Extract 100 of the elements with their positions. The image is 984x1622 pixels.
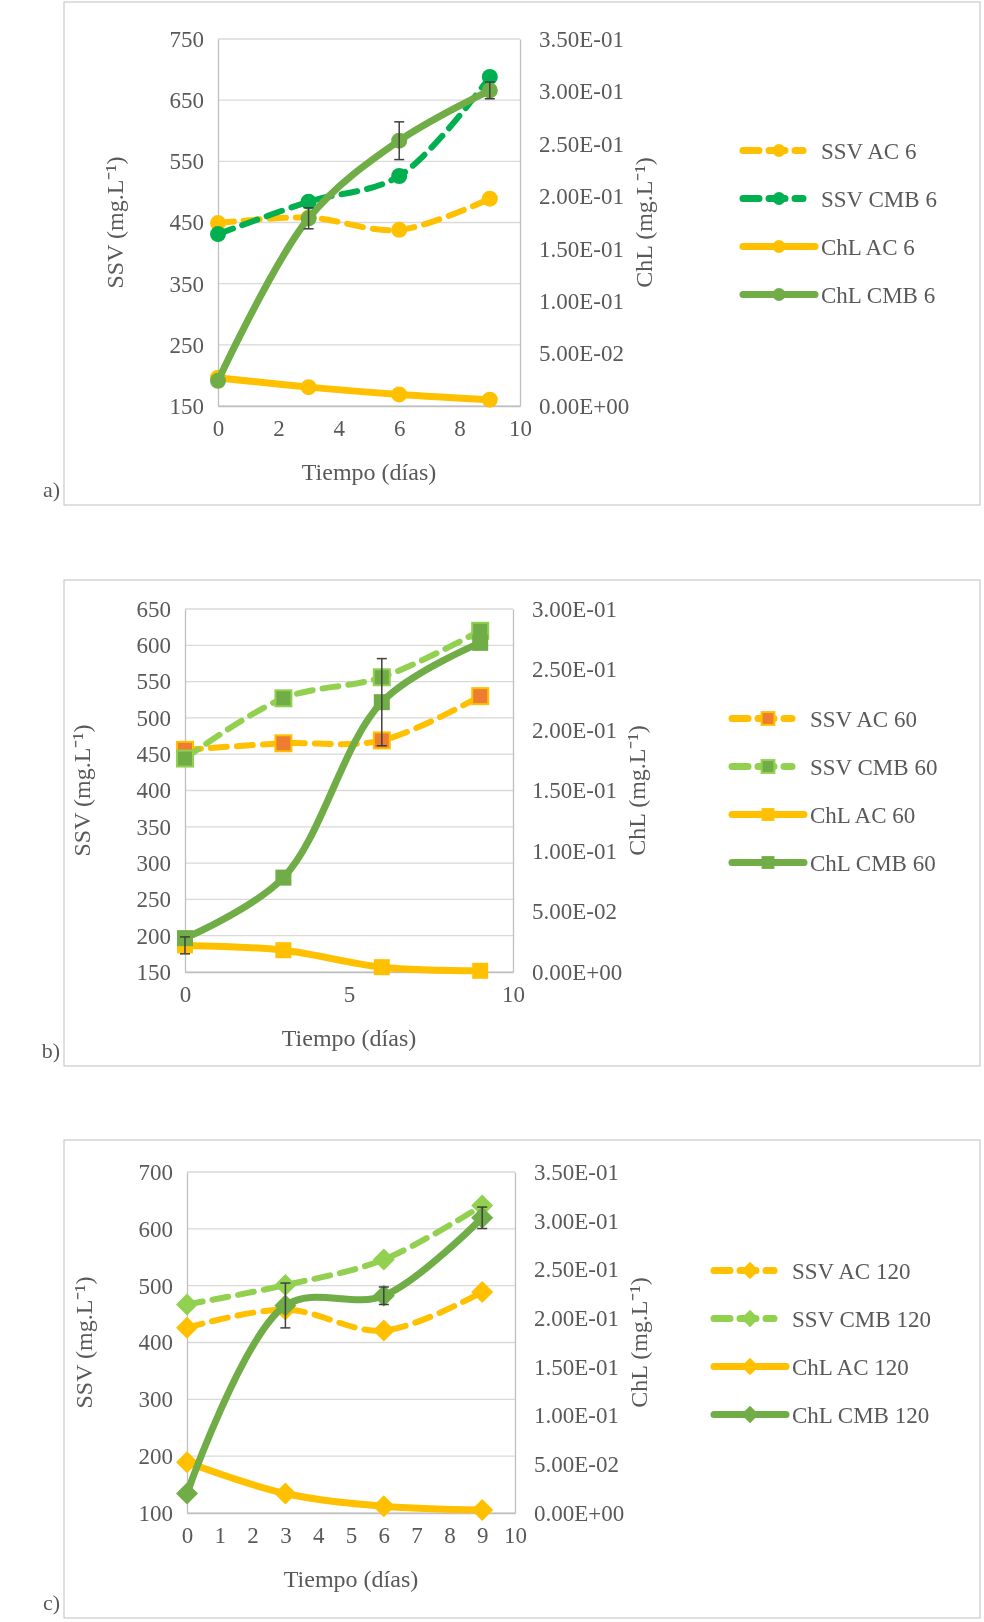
y2-tick-label: 3.00E-01 <box>532 596 617 622</box>
point <box>391 168 408 185</box>
point <box>391 386 408 403</box>
y-tick-label: 150 <box>136 959 171 985</box>
x-axis-title: Tiempo (días) <box>281 1025 417 1051</box>
y-tick-label: 450 <box>169 210 204 236</box>
x-axis-title: Tiempo (días) <box>283 1566 419 1592</box>
point <box>373 959 390 976</box>
x-tick-label: 10 <box>504 1523 527 1549</box>
y-axis-title: SSV (mg.L⁻¹) <box>69 724 95 857</box>
y-tick-label: 700 <box>138 1159 173 1185</box>
legend-label: ChL CMB 120 <box>792 1402 930 1428</box>
point <box>372 1248 395 1271</box>
point <box>481 190 498 207</box>
y-tick-label: 100 <box>138 1500 173 1526</box>
legend-label: ChL AC 60 <box>810 802 916 828</box>
text: a) <box>42 477 60 502</box>
y-tick-label: 300 <box>138 1387 173 1413</box>
y2-tick-label: 1.50E-01 <box>532 778 617 804</box>
y2-tick-label: 1.00E-01 <box>539 289 624 314</box>
y2-axis-title: ChL (mg.L⁻¹) <box>626 1277 652 1408</box>
x-tick-label: 3 <box>280 1523 292 1549</box>
x-tick-label: 8 <box>444 1523 456 1549</box>
legend-label: ChL AC 6 <box>821 234 915 260</box>
point <box>372 1319 395 1342</box>
x-tick-label: 7 <box>411 1523 423 1549</box>
point <box>471 1499 494 1522</box>
text: b) <box>41 1038 60 1063</box>
point <box>391 221 408 238</box>
y2-tick-label: 1.50E-01 <box>534 1354 619 1380</box>
x-tick-label: 6 <box>393 416 406 442</box>
point <box>176 749 194 768</box>
point <box>274 1482 297 1505</box>
y2-tick-label: 5.00E-02 <box>534 1452 619 1478</box>
x-tick-label: 4 <box>312 1523 325 1549</box>
y-tick-label: 350 <box>169 271 204 297</box>
x-tick-label: 8 <box>454 416 466 442</box>
point <box>210 226 226 243</box>
point <box>372 1495 395 1518</box>
point <box>275 869 292 886</box>
y-tick-label: 350 <box>136 814 171 840</box>
y2-tick-label: 3.00E-01 <box>534 1208 619 1234</box>
x-tick-label: 2 <box>273 416 285 442</box>
y-tick-label: 200 <box>136 923 171 949</box>
x-tick-label: 5 <box>345 1523 358 1549</box>
y2-tick-label: 5.00E-02 <box>532 899 617 925</box>
point <box>274 689 293 708</box>
point <box>176 1482 198 1505</box>
legend-label: ChL CMB 60 <box>810 850 936 876</box>
y-tick-label: 600 <box>138 1216 173 1242</box>
y-axis-title: SSV (mg.L⁻¹) <box>71 1276 97 1409</box>
x-tick-label: 0 <box>181 1523 194 1549</box>
text: c) <box>42 1590 60 1615</box>
legend-label: SSV CMB 120 <box>792 1306 931 1332</box>
point <box>176 1293 198 1316</box>
y-tick-label: 250 <box>136 887 171 913</box>
y2-tick-label: 1.00E-01 <box>532 838 617 864</box>
y-tick-label: 500 <box>138 1273 173 1299</box>
y2-tick-label: 3.50E-01 <box>534 1159 619 1185</box>
y-tick-label: 600 <box>136 633 171 659</box>
y-axis-title: SSV (mg.L⁻¹) <box>102 156 128 289</box>
y2-tick-label: 2.00E-01 <box>534 1306 619 1331</box>
y2-tick-label: 2.00E-01 <box>539 184 624 210</box>
y-tick-label: 650 <box>169 88 204 114</box>
x-tick-label: 1 <box>214 1523 227 1549</box>
x-tick-label: 5 <box>343 982 356 1008</box>
x-tick-label: 10 <box>509 416 532 442</box>
y-tick-label: 400 <box>136 778 171 804</box>
y2-axis-title: ChL (mg.L⁻¹) <box>631 157 657 288</box>
y2-axis-title: ChL (mg.L⁻¹) <box>624 725 650 856</box>
y2-tick-label: 2.50E-01 <box>539 131 624 157</box>
legend-label: SSV AC 6 <box>821 138 917 164</box>
legend-label: SSV AC 120 <box>792 1258 911 1284</box>
point <box>176 1316 198 1339</box>
x-tick-label: 10 <box>502 982 525 1008</box>
x-tick-label: 2 <box>247 1523 259 1549</box>
y2-tick-label: 1.50E-01 <box>539 236 624 262</box>
x-tick-label: 4 <box>333 416 346 442</box>
legend-label: SSV AC 60 <box>810 706 917 732</box>
y-tick-label: 250 <box>169 332 204 358</box>
y-tick-label: 750 <box>169 26 204 52</box>
y-tick-label: 400 <box>138 1330 173 1356</box>
x-tick-label: 0 <box>212 416 225 442</box>
point <box>471 1280 494 1303</box>
x-axis-title: Tiempo (días) <box>301 459 437 485</box>
y-tick-label: 300 <box>136 850 171 876</box>
y2-tick-label: 2.00E-01 <box>532 717 617 743</box>
point <box>472 962 489 979</box>
y2-tick-label: 1.00E-01 <box>534 1403 619 1429</box>
legend-label: ChL CMB 6 <box>821 282 936 308</box>
legend-label: SSV CMB 6 <box>821 186 937 212</box>
y2-tick-label: 3.50E-01 <box>539 26 624 52</box>
y2-tick-label: 5.00E-02 <box>539 341 624 367</box>
y-tick-label: 500 <box>136 705 171 731</box>
point <box>300 379 317 396</box>
y2-tick-label: 3.00E-01 <box>539 79 624 105</box>
point <box>177 930 193 947</box>
y2-tick-label: 0.00E+00 <box>532 959 623 985</box>
point <box>471 687 490 706</box>
x-tick-label: 0 <box>179 982 192 1008</box>
